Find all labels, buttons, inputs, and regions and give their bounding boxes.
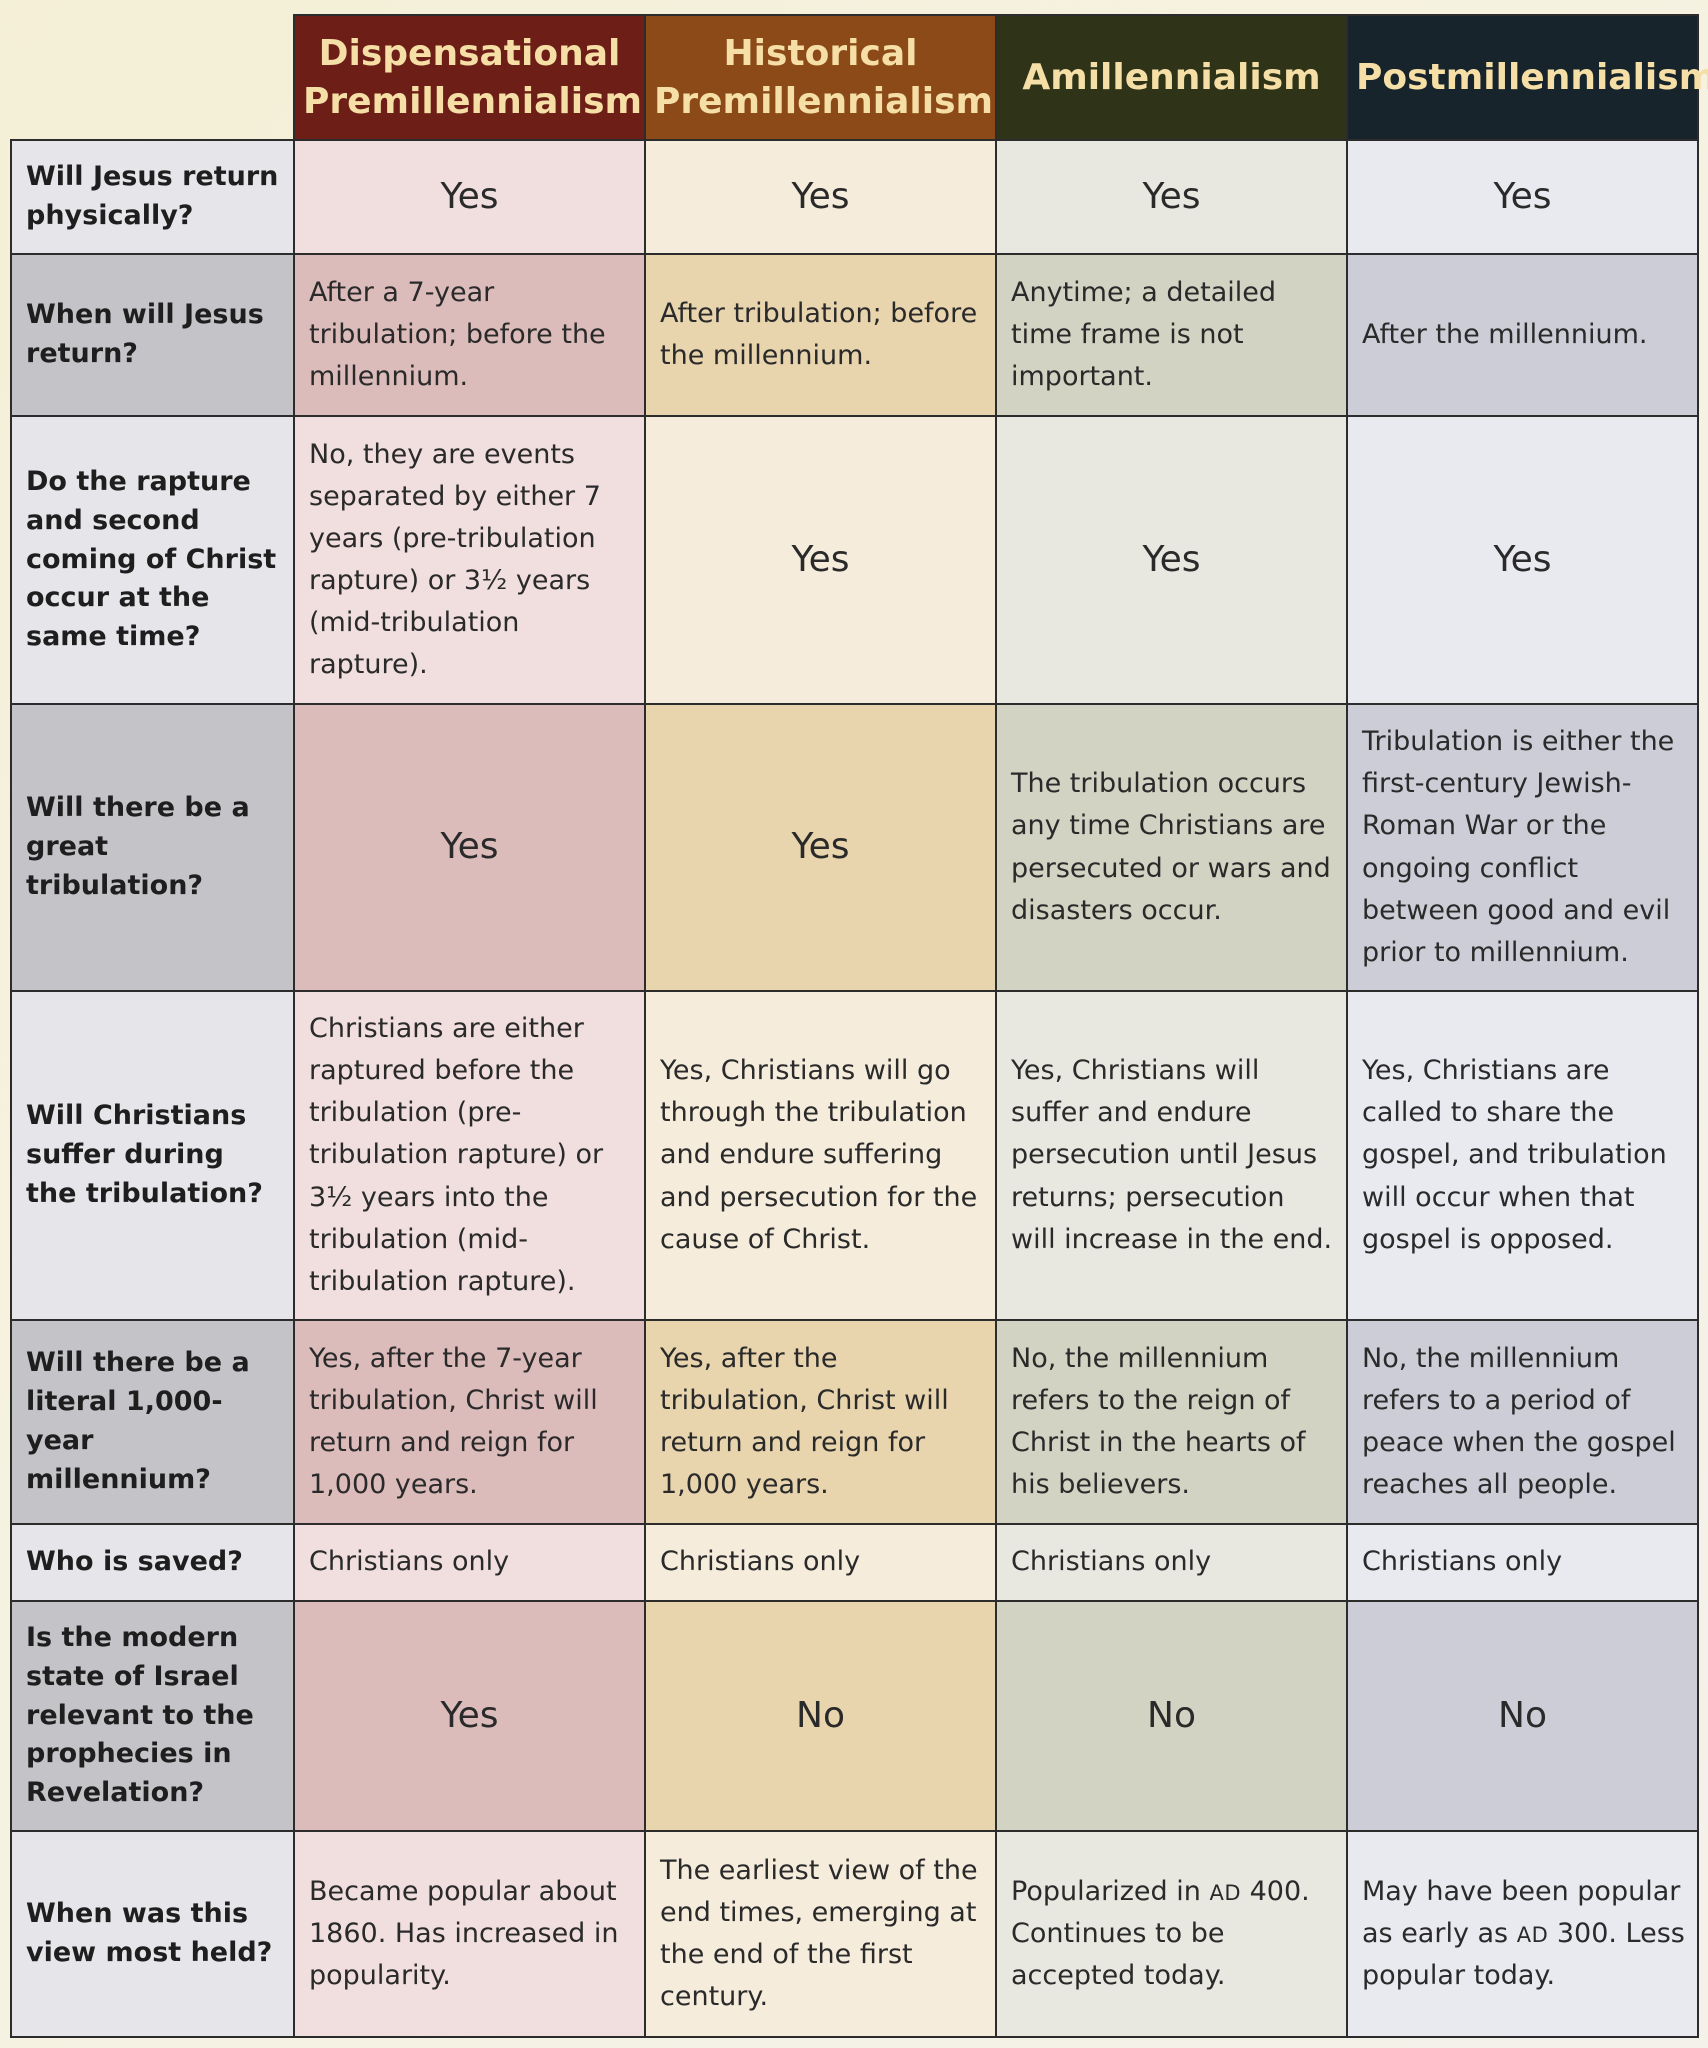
header-corner [11, 15, 294, 140]
answer-cell: Yes [995, 415, 1348, 705]
table-row: When was this view most held? Became pop… [10, 1830, 1699, 2038]
answer-cell: Yes [644, 415, 997, 705]
answer-cell: Yes [293, 1600, 646, 1832]
table-row: Will there be a great tribulation? Yes Y… [10, 703, 1699, 992]
answer-cell: Popularized in AD 400. Continues to be a… [995, 1830, 1348, 2038]
answer-cell: No [1346, 1600, 1699, 1832]
row-question: Will Jesus return physically? [10, 139, 295, 255]
answer-cell: Yes [1346, 415, 1699, 705]
row-question: When was this view most held? [10, 1830, 295, 2038]
answer-cell: Christians only [293, 1523, 646, 1602]
table-row: When will Jesus return? After a 7-year t… [10, 253, 1699, 417]
row-question: Who is saved? [10, 1523, 295, 1602]
header-historical-premillennialism: Historical Premillennialism [644, 14, 997, 141]
era-abbreviation: AD [1516, 1922, 1549, 1947]
answer-cell: Yes, Christians are called to share the … [1346, 990, 1699, 1321]
row-question: Do the rapture and second coming of Chri… [10, 415, 295, 705]
answer-cell: No, the millennium refers to a period of… [1346, 1319, 1699, 1525]
answer-cell: Yes, after the 7-year tribulation, Chris… [293, 1319, 646, 1525]
header-postmillennialism: Postmillennialism [1346, 14, 1708, 141]
header-amillennialism: Amillennialism [995, 14, 1348, 141]
comparison-table: Dispensational Premillennialism Historic… [10, 14, 1708, 2038]
header-dispensational-premillennialism: Dispensational Premillennialism [293, 14, 646, 141]
row-question: Will there be a literal 1,000-year mille… [10, 1319, 295, 1525]
answer-cell: Yes [644, 703, 997, 992]
table-row: Will Christians suffer during the tribul… [10, 990, 1699, 1321]
answer-cell: No [644, 1600, 997, 1832]
answer-cell: Yes, after the tribulation, Christ will … [644, 1319, 997, 1525]
answer-cell: Anytime; a detailed time frame is not im… [995, 253, 1348, 417]
table-row: Who is saved? Christians only Christians… [10, 1523, 1699, 1602]
answer-cell: Christians only [1346, 1523, 1699, 1602]
answer-cell: The tribulation occurs any time Christia… [995, 703, 1348, 992]
answer-cell: May have been popular as early as AD 300… [1346, 1830, 1699, 2038]
answer-cell: After the millennium. [1346, 253, 1699, 417]
row-question: Will Christians suffer during the tribul… [10, 990, 295, 1321]
answer-cell: The earliest view of the end times, emer… [644, 1830, 997, 2038]
answer-cell: Yes [293, 703, 646, 992]
answer-cell: No, the millennium refers to the reign o… [995, 1319, 1348, 1525]
answer-cell: No, they are events separated by either … [293, 415, 646, 705]
answer-cell: After tribulation; before the millennium… [644, 253, 997, 417]
row-question: Will there be a great tribulation? [10, 703, 295, 992]
row-question: When will Jesus return? [10, 253, 295, 417]
header-row: Dispensational Premillennialism Historic… [11, 14, 1708, 141]
row-question: Is the modern state of Israel relevant t… [10, 1600, 295, 1832]
answer-cell: No [995, 1600, 1348, 1832]
answer-cell: Yes, Christians will suffer and endure p… [995, 990, 1348, 1321]
answer-cell: Yes [995, 139, 1348, 255]
answer-cell: Christians only [644, 1523, 997, 1602]
answer-cell: Yes [293, 139, 646, 255]
answer-cell: Yes [644, 139, 997, 255]
table-row: Do the rapture and second coming of Chri… [10, 415, 1699, 705]
answer-cell: Became popular about 1860. Has increased… [293, 1830, 646, 2038]
answer-cell: Tribulation is either the first-century … [1346, 703, 1699, 992]
table-row: Is the modern state of Israel relevant t… [10, 1600, 1699, 1832]
answer-cell: Christians only [995, 1523, 1348, 1602]
answer-cell: Christians are either raptured before th… [293, 990, 646, 1321]
answer-cell: After a 7-year tribulation; before the m… [293, 253, 646, 417]
answer-cell: Yes, Christians will go through the trib… [644, 990, 997, 1321]
era-abbreviation: AD [1209, 1880, 1241, 1905]
table-row: Will there be a literal 1,000-year mille… [10, 1319, 1699, 1525]
answer-cell: Yes [1346, 139, 1699, 255]
table-row: Will Jesus return physically? Yes Yes Ye… [10, 139, 1699, 255]
